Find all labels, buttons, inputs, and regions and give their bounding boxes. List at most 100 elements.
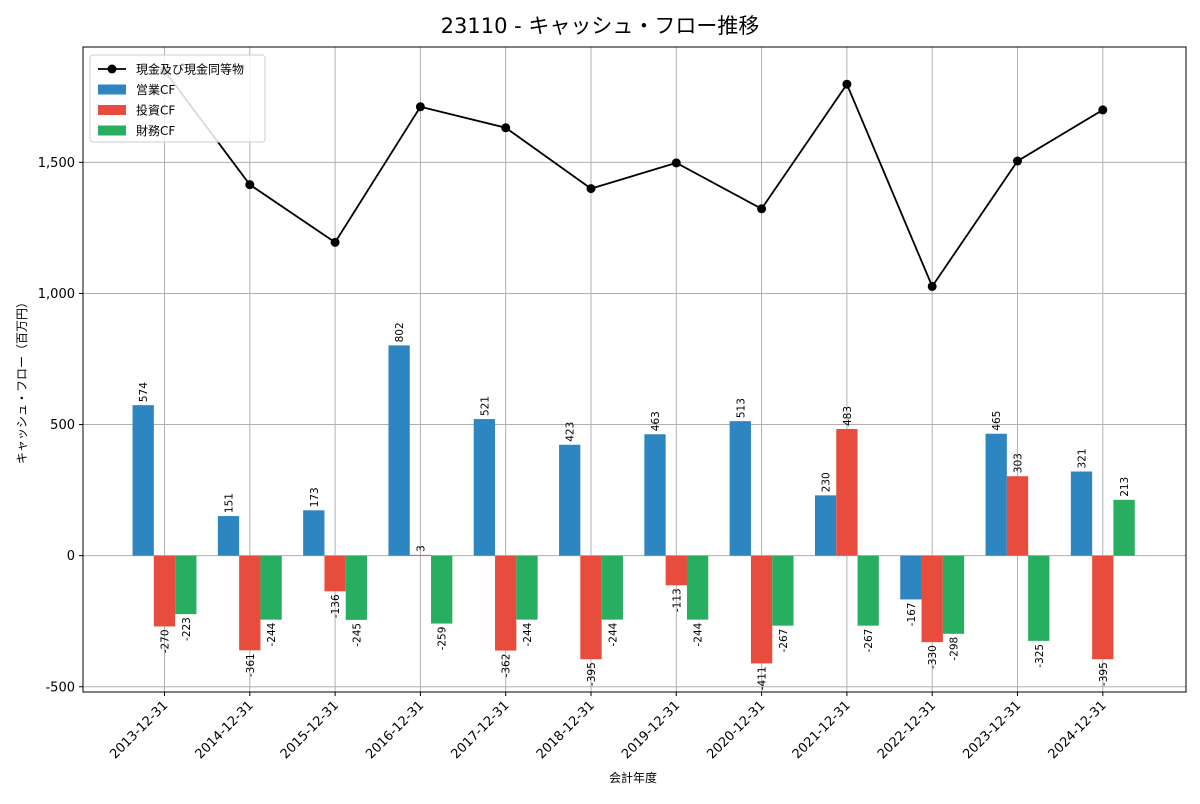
bar-value-label: -361: [245, 653, 257, 677]
bar-value-label: 321: [1077, 448, 1089, 468]
bar-value-label: -411: [757, 666, 769, 690]
bar-investing-cf: [836, 429, 858, 556]
legend-bar-swatch: [98, 84, 126, 95]
x-tick-label: 2021-12-31: [790, 698, 854, 762]
bar-investing-cf: [1006, 476, 1029, 556]
bar-value-label: -244: [266, 622, 278, 646]
cash-point: [1098, 105, 1108, 115]
bar-series: [132, 345, 1135, 664]
plot-area-frame: [82, 46, 1187, 693]
bar-value-label: -330: [927, 645, 939, 669]
bar-value-label: -267: [778, 629, 790, 653]
bar-financing-cf: [516, 555, 538, 620]
x-tick-label: 2013-12-31: [107, 698, 171, 762]
bar-value-label: -244: [607, 622, 619, 646]
bar-value-label: -270: [160, 629, 172, 653]
legend-marker: [107, 64, 117, 74]
bar-value-label: 303: [1013, 453, 1025, 473]
bar-value-label: -136: [330, 594, 342, 618]
bar-financing-cf: [175, 555, 197, 615]
x-tick-label: 2023-12-31: [960, 698, 1024, 762]
bar-value-label: 483: [842, 406, 854, 426]
x-axis-label: 会計年度: [609, 770, 657, 785]
bar-investing-cf: [495, 555, 517, 651]
bar-value-label: 230: [821, 472, 833, 492]
bar-operating-cf: [814, 495, 837, 556]
x-tick-label: 2018-12-31: [534, 698, 598, 762]
bar-operating-cf: [1070, 471, 1093, 556]
cash-line-series: [160, 66, 1108, 291]
bar-investing-cf: [239, 555, 261, 651]
bar-value-label: -244: [693, 622, 705, 646]
bar-value-label: 521: [479, 396, 491, 416]
bar-investing-cf: [750, 555, 773, 664]
bar-financing-cf: [1113, 499, 1135, 556]
bar-financing-cf: [942, 555, 965, 634]
y-axis-label: キャッシュ・フロー（百万円）: [15, 296, 29, 464]
y-tick-label: 1,000: [38, 287, 75, 302]
bar-value-label: -325: [1034, 644, 1046, 668]
x-tick-label: 2024-12-31: [1046, 698, 1110, 762]
legend-box: [89, 54, 266, 143]
bar-value-label: -244: [522, 622, 534, 646]
bar-financing-cf: [601, 555, 623, 620]
bar-value-label: -259: [437, 627, 449, 651]
y-tick-label: -500: [45, 680, 75, 695]
data-labels: 574 151 173 802 521 423 463 513 230 -167 465 321 -27…: [138, 322, 1131, 690]
legend-label: 投資CF: [136, 103, 175, 118]
bar-financing-cf: [1028, 555, 1050, 641]
bar-financing-cf: [260, 555, 282, 620]
bar-investing-cf: [665, 555, 687, 586]
cash-point: [330, 237, 340, 247]
bar-value-label: 173: [309, 487, 321, 507]
bar-operating-cf: [559, 444, 581, 556]
legend-label: 現金及び現金同等物: [136, 62, 244, 77]
bar-investing-cf: [409, 554, 432, 556]
cash-point: [245, 180, 255, 190]
legend-bar-swatch: [98, 125, 126, 136]
cash-point: [586, 184, 596, 194]
x-tick-label: 2022-12-31: [875, 698, 939, 762]
cash-point: [757, 204, 767, 214]
bar-operating-cf: [729, 421, 751, 556]
bar-value-label: -267: [863, 629, 875, 653]
cash-point: [671, 158, 681, 168]
bar-operating-cf: [985, 433, 1007, 556]
bar-investing-cf: [1092, 555, 1114, 660]
y-tick-label: 1,500: [38, 156, 75, 171]
bar-operating-cf: [217, 516, 240, 556]
bar-value-label: -167: [906, 602, 918, 626]
bar-value-label: 463: [650, 411, 662, 431]
bar-investing-cf: [153, 555, 176, 627]
legend-bar-swatch: [98, 105, 126, 115]
bar-value-label: 3: [415, 545, 427, 552]
bar-operating-cf: [900, 555, 922, 600]
cash-point: [927, 281, 937, 291]
cash-line: [163, 70, 1104, 289]
bar-operating-cf: [132, 405, 154, 556]
bar-value-label: 574: [138, 382, 150, 402]
cash-point: [1013, 156, 1022, 166]
cash-point: [842, 79, 852, 89]
bar-value-label: 802: [394, 322, 406, 342]
bar-operating-cf: [303, 510, 325, 556]
bar-value-label: -223: [181, 617, 193, 641]
x-tick-label: 2020-12-31: [704, 698, 768, 762]
bar-financing-cf: [772, 555, 794, 626]
cash-point: [415, 102, 425, 112]
bar-value-label: 213: [1119, 477, 1131, 497]
bar-financing-cf: [431, 555, 453, 624]
bar-value-label: 513: [735, 398, 747, 418]
y-tick-label: 500: [50, 418, 75, 433]
bar-value-label: 151: [224, 493, 236, 513]
x-tick-label: 2014-12-31: [193, 698, 257, 762]
bar-value-label: -245: [351, 623, 363, 647]
chart-title: 23110 - キャッシュ・フロー推移: [441, 14, 760, 38]
x-tick-label: 2019-12-31: [619, 698, 683, 762]
bar-value-label: -298: [949, 637, 961, 661]
x-tick-label: 2016-12-31: [363, 698, 427, 762]
bar-value-label: -395: [586, 662, 598, 686]
